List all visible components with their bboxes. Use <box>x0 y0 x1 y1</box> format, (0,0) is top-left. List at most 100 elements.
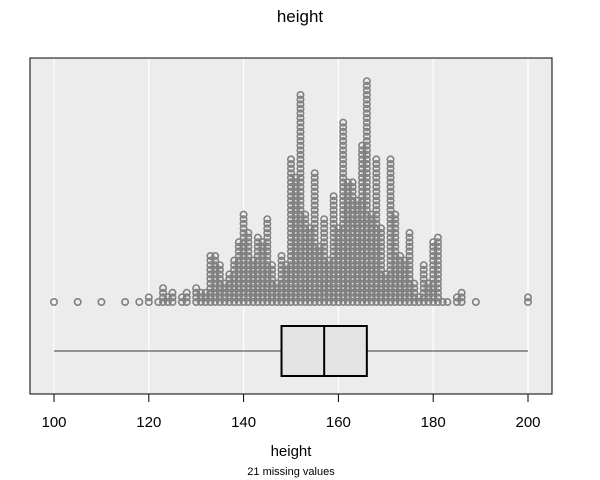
dot <box>405 238 414 247</box>
dot <box>381 270 390 279</box>
dot <box>282 274 291 283</box>
dot <box>310 178 319 187</box>
dot <box>159 288 168 297</box>
dot <box>301 229 310 238</box>
dot <box>343 224 352 233</box>
dot <box>343 288 352 297</box>
dot <box>310 210 319 219</box>
dot <box>362 160 371 169</box>
dot <box>391 210 400 219</box>
dot <box>339 192 348 201</box>
dot <box>343 206 352 215</box>
dot <box>362 100 371 109</box>
x-tick-label: 180 <box>421 414 446 431</box>
dot <box>286 265 295 274</box>
dot <box>234 265 243 274</box>
dot <box>429 293 438 302</box>
dot <box>372 210 381 219</box>
dot <box>315 242 324 251</box>
dot <box>377 270 386 279</box>
dot <box>372 183 381 192</box>
dot <box>315 252 324 261</box>
dot <box>348 252 357 261</box>
dot <box>282 284 291 293</box>
dot <box>296 224 305 233</box>
dot <box>386 297 395 306</box>
dot <box>386 187 395 196</box>
dot <box>433 247 442 256</box>
dot <box>296 196 305 205</box>
dot <box>296 127 305 136</box>
dot <box>372 219 381 228</box>
dot <box>258 288 267 297</box>
dot <box>386 293 395 302</box>
dot <box>353 238 362 247</box>
dot <box>343 183 352 192</box>
dot <box>263 219 272 228</box>
dot <box>386 155 395 164</box>
dot <box>405 252 414 261</box>
dot <box>263 279 272 288</box>
dot <box>372 242 381 251</box>
dot <box>192 293 201 302</box>
dot <box>386 215 395 224</box>
dot <box>263 238 272 247</box>
dot <box>362 238 371 247</box>
dot <box>329 274 338 283</box>
dot <box>73 297 82 306</box>
dot <box>253 256 262 265</box>
dot <box>253 288 262 297</box>
dot <box>386 270 395 279</box>
dot <box>320 233 329 242</box>
dot <box>339 141 348 150</box>
dot <box>296 238 305 247</box>
dot <box>192 284 201 293</box>
dot <box>429 279 438 288</box>
dot <box>353 256 362 265</box>
dot <box>211 288 220 297</box>
dot <box>343 247 352 256</box>
dot <box>391 233 400 242</box>
dot <box>334 229 343 238</box>
dot <box>192 297 201 306</box>
dot <box>263 233 272 242</box>
dot <box>201 293 210 302</box>
dot <box>239 274 248 283</box>
dot <box>206 274 215 283</box>
dot <box>353 274 362 283</box>
dot <box>324 265 333 274</box>
dot <box>362 284 371 293</box>
dot <box>263 247 272 256</box>
dot <box>362 155 371 164</box>
dot <box>362 141 371 150</box>
dot <box>320 261 329 270</box>
dot <box>211 279 220 288</box>
dot <box>239 229 248 238</box>
dot <box>353 229 362 238</box>
dot <box>339 183 348 192</box>
dot <box>334 252 343 261</box>
dot <box>348 178 357 187</box>
dot <box>353 210 362 219</box>
dot <box>372 274 381 283</box>
dot <box>386 265 395 274</box>
dot <box>286 206 295 215</box>
dot <box>353 265 362 274</box>
dot <box>305 256 314 265</box>
dot <box>320 279 329 288</box>
dot <box>362 137 371 146</box>
dot <box>348 279 357 288</box>
dot <box>353 288 362 297</box>
dot <box>296 183 305 192</box>
dot <box>258 242 267 251</box>
dot <box>367 297 376 306</box>
dot <box>286 229 295 238</box>
dot <box>391 242 400 251</box>
dot <box>310 187 319 196</box>
dot <box>391 256 400 265</box>
dot <box>523 293 532 302</box>
dot <box>301 224 310 233</box>
dot <box>386 173 395 182</box>
dot <box>358 169 367 178</box>
